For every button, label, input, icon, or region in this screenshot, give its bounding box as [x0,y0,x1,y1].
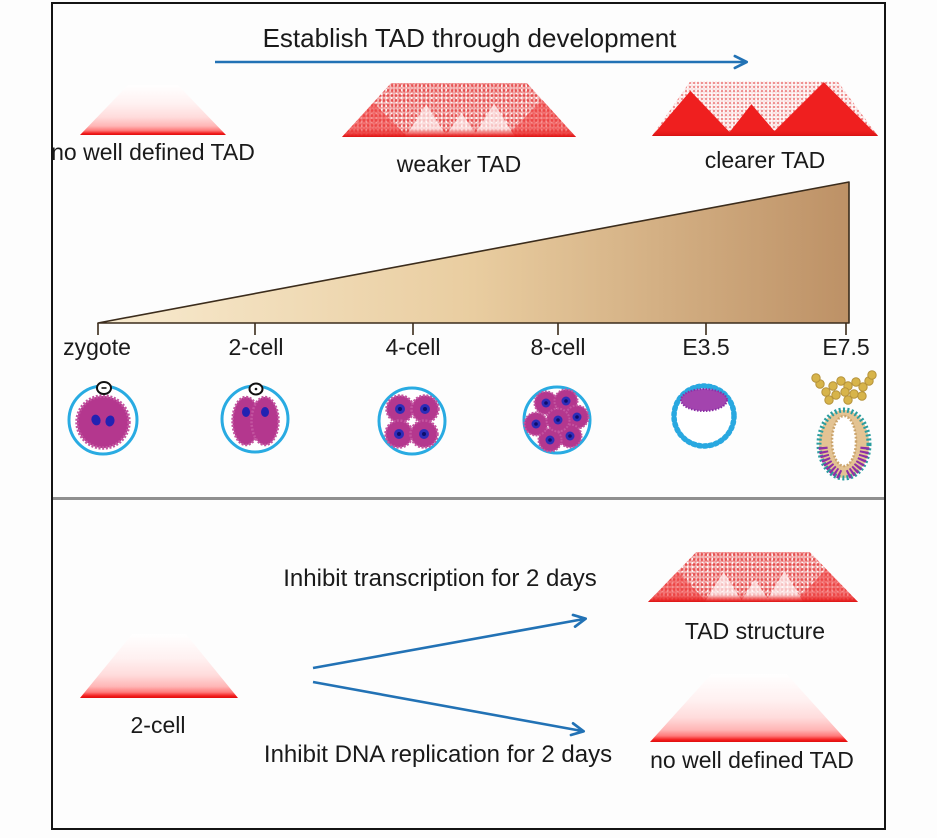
heatmap-no-tad-label: no well defined TAD [51,139,255,165]
stage-label-e35: E3.5 [682,334,730,360]
stage-label-2cell: 2-cell [228,334,284,360]
hic-heatmap-clearer-tad [652,81,878,136]
stage-label-zygote: zygote [63,334,131,360]
figure-border [51,2,886,830]
heatmap-clearer-label: clearer TAD [704,147,826,173]
source-heatmap-label: 2-cell [130,712,186,738]
stage-label-4cell: 4-cell [385,334,441,360]
result-no-tad-label: no well defined TAD [650,747,854,773]
branch-transcription-label: Inhibit transcription for 2 days [283,565,597,592]
heatmap-weaker-label: weaker TAD [396,151,522,177]
result-tad-structure-label: TAD structure [684,618,826,644]
branch-dna-replication-label: Inhibit DNA replication for 2 days [263,741,613,768]
stage-label-8cell: 8-cell [530,334,586,360]
figure-title: Establish TAD through development [262,23,677,53]
panel-divider [53,497,884,500]
stage-label-e75: E7.5 [822,334,870,360]
heatmap-diagonal-strip [652,81,878,136]
